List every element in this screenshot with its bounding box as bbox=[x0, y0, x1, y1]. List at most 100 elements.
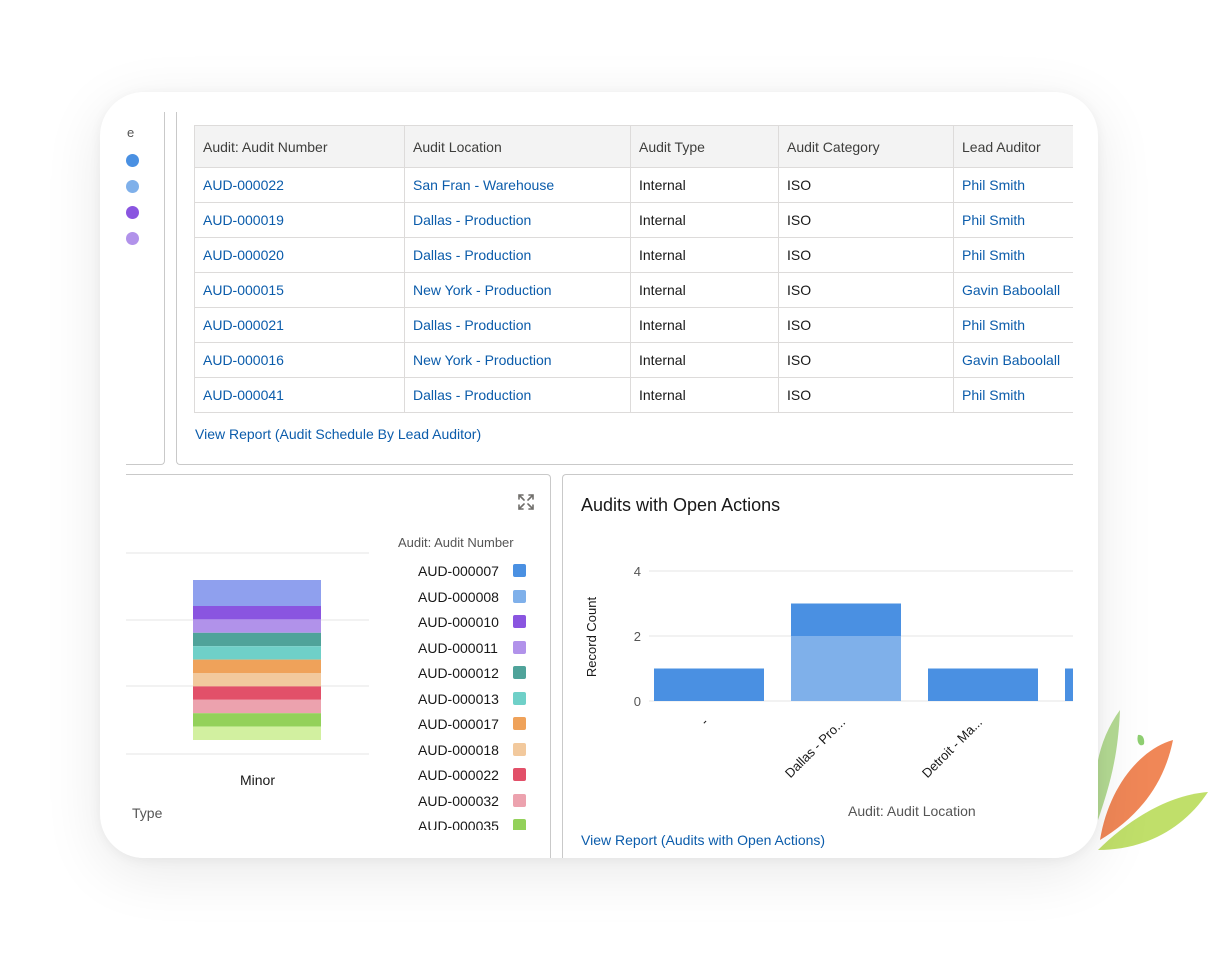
legend-item[interactable]: AUD-000010 bbox=[418, 614, 526, 630]
audit-type-cell: Internal bbox=[630, 272, 779, 308]
legend-swatch bbox=[513, 640, 526, 654]
stacked-bar-chart bbox=[126, 552, 369, 755]
chart-title: Audits with Open Actions bbox=[581, 495, 781, 515]
table-row: AUD-000019 Dallas - Production Internal … bbox=[194, 202, 1073, 238]
lead-auditor-link[interactable]: Gavin Baboolall bbox=[953, 342, 1073, 378]
audit-schedule-table: Audit: Audit Number Audit Location Audit… bbox=[194, 125, 1073, 413]
legend-label: AUD-000012 bbox=[418, 665, 499, 681]
stacked-bar-segment bbox=[193, 606, 321, 620]
audit-location-link[interactable]: Dallas - Production bbox=[404, 377, 631, 413]
legend-item[interactable]: AUD-000008 bbox=[418, 589, 526, 605]
lead-auditor-link[interactable]: Gavin Baboolall bbox=[953, 272, 1073, 308]
legend-swatch bbox=[513, 793, 526, 807]
audit-location-link[interactable]: New York - Production bbox=[404, 342, 631, 378]
decorative-leaves-image bbox=[1094, 710, 1208, 850]
table-header-row: Audit: Audit Number Audit Location Audit… bbox=[194, 125, 1073, 168]
legend-label: AUD-000018 bbox=[418, 741, 499, 758]
bar bbox=[791, 603, 901, 636]
legend-item[interactable]: AUD-000032 bbox=[418, 793, 526, 809]
y-tick-label: 0 bbox=[634, 694, 641, 709]
legend-item[interactable]: AUD-000035 bbox=[418, 818, 526, 830]
lead-auditor-link[interactable]: Phil Smith bbox=[953, 202, 1073, 238]
stacked-bar-segment bbox=[193, 686, 321, 700]
stacked-bar-segment bbox=[193, 632, 321, 647]
bar-chart: 0 2 4 Record Count - Dallas - Pro... Detroit -… bbox=[584, 564, 1073, 781]
audit-type-cell: Internal bbox=[630, 377, 779, 413]
legend-item[interactable]: AUD-000012 bbox=[418, 665, 526, 681]
legend-item[interactable]: AUD-000022 bbox=[418, 767, 526, 783]
legend-swatch bbox=[513, 819, 526, 830]
audit-number-link[interactable]: AUD-000019 bbox=[194, 202, 405, 238]
audit-category-cell: ISO bbox=[778, 272, 954, 308]
audit-schedule-panel: Audit: Audit Number Audit Location Audit… bbox=[176, 112, 1073, 465]
lead-auditor-link[interactable]: Phil Smith bbox=[953, 167, 1073, 203]
stacked-bar-segment bbox=[193, 673, 321, 687]
legend: AUD-000007 AUD-000008 AUD-000010 AUD-000011… bbox=[126, 475, 550, 830]
legend-swatch bbox=[513, 717, 526, 730]
legend-swatch bbox=[513, 589, 526, 603]
audit-category-cell: ISO bbox=[778, 237, 954, 273]
legend-swatch bbox=[513, 742, 526, 756]
x-axis-title: Audit: Audit Location bbox=[848, 803, 976, 819]
legend-item[interactable]: AUD-000017 bbox=[418, 716, 526, 732]
column-header-audit-category[interactable]: Audit Category bbox=[778, 125, 954, 168]
column-header-lead-auditor[interactable]: Lead Auditor bbox=[953, 125, 1073, 168]
bar bbox=[1065, 668, 1073, 701]
audit-location-link[interactable]: Dallas - Production bbox=[404, 237, 631, 273]
table-row: AUD-000041 Dallas - Production Internal … bbox=[194, 377, 1073, 413]
view-report-link[interactable]: View Report (Audit Schedule By Lead Audi… bbox=[195, 426, 482, 442]
column-header-audit-type[interactable]: Audit Type bbox=[630, 125, 779, 168]
audit-category-cell: ISO bbox=[778, 377, 954, 413]
column-header-audit-number[interactable]: Audit: Audit Number bbox=[194, 125, 405, 168]
lead-auditor-link[interactable]: Phil Smith bbox=[953, 377, 1073, 413]
stacked-chart-panel: Minor Type Audit: Audit Number AUD-00000… bbox=[126, 474, 551, 858]
dashboard-viewport: e Audit: Audit Number Audit Location Aud… bbox=[126, 92, 1073, 858]
legend-item[interactable]: AUD-000013 bbox=[418, 691, 526, 707]
audit-category-cell: ISO bbox=[778, 167, 954, 203]
legend-label: AUD-000017 bbox=[418, 716, 499, 732]
legend-item[interactable]: AUD-000018 bbox=[418, 742, 526, 758]
table-row: AUD-000016 New York - Production Interna… bbox=[194, 342, 1073, 378]
audit-location-link[interactable]: New York - Production bbox=[404, 272, 631, 308]
table-row: AUD-000020 Dallas - Production Internal … bbox=[194, 237, 1073, 273]
audit-type-cell: Internal bbox=[630, 237, 779, 273]
audit-number-link[interactable]: AUD-000021 bbox=[194, 307, 405, 343]
stacked-bar-segment bbox=[193, 619, 321, 633]
legend-item[interactable]: AUD-000011 bbox=[418, 640, 526, 656]
legend-dot bbox=[126, 180, 139, 193]
stacked-bar-segment bbox=[193, 699, 321, 714]
audit-category-cell: ISO bbox=[778, 342, 954, 378]
legend-label: AUD-000011 bbox=[418, 639, 498, 656]
audit-location-link[interactable]: San Fran - Warehouse bbox=[404, 167, 631, 203]
audit-category-cell: ISO bbox=[778, 202, 954, 238]
lead-auditor-link[interactable]: Phil Smith bbox=[953, 237, 1073, 273]
left-legend-panel: e bbox=[126, 112, 165, 465]
legend-swatch bbox=[513, 666, 526, 679]
lead-auditor-link[interactable]: Phil Smith bbox=[953, 307, 1073, 343]
legend-label: AUD-000032 bbox=[418, 792, 499, 809]
audit-location-link[interactable]: Dallas - Production bbox=[404, 202, 631, 238]
bar bbox=[791, 636, 901, 701]
audit-type-cell: Internal bbox=[630, 167, 779, 203]
audit-number-link[interactable]: AUD-000020 bbox=[194, 237, 405, 273]
stacked-bar-segment bbox=[193, 646, 321, 660]
legend-label: AUD-000022 bbox=[418, 767, 499, 783]
audit-number-link[interactable]: AUD-000041 bbox=[194, 377, 405, 413]
legend-item[interactable]: AUD-000007 bbox=[418, 563, 526, 579]
y-tick-label: 4 bbox=[634, 564, 641, 579]
view-report-link[interactable]: View Report (Audits with Open Actions) bbox=[581, 832, 826, 848]
left-legend-partial-text: e bbox=[127, 125, 135, 140]
y-tick-label: 2 bbox=[634, 629, 641, 644]
audit-type-cell: Internal bbox=[630, 307, 779, 343]
legend-swatch bbox=[513, 564, 526, 577]
legend-label: AUD-000008 bbox=[418, 588, 499, 605]
audit-number-link[interactable]: AUD-000016 bbox=[194, 342, 405, 378]
audit-number-link[interactable]: AUD-000015 bbox=[194, 272, 405, 308]
audit-number-link[interactable]: AUD-000022 bbox=[194, 167, 405, 203]
audit-category-cell: ISO bbox=[778, 307, 954, 343]
expand-icon[interactable] bbox=[518, 494, 534, 510]
audit-location-link[interactable]: Dallas - Production bbox=[404, 307, 631, 343]
legend-label: AUD-000007 bbox=[418, 563, 499, 579]
column-header-audit-location[interactable]: Audit Location bbox=[404, 125, 631, 168]
x-category-label: Minor bbox=[240, 772, 276, 788]
